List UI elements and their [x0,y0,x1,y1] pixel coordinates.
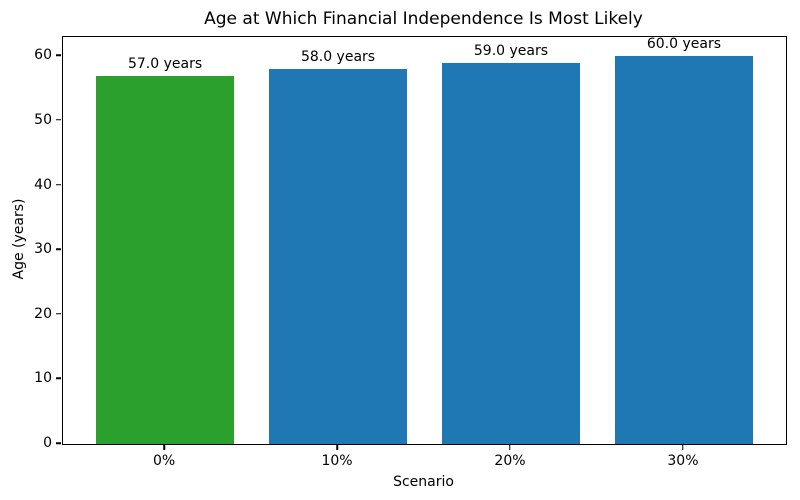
plot-area: 57.0 years 58.0 years 59.0 years 60.0 years [62,36,787,445]
y-tick [56,248,61,250]
bar-value-label: 60.0 years [646,36,722,53]
bar-20% [441,62,581,444]
bar-value-label: 57.0 years [127,55,203,72]
x-tick [682,445,684,450]
x-axis-label: Scenario [393,474,454,490]
x-tick-label: 20% [494,453,526,469]
x-tick-label: 30% [667,453,699,469]
y-axis-label: Age (years) [11,198,27,280]
bar-value-label: 58.0 years [300,49,376,66]
y-tick-label: 40 [34,176,52,193]
bar-value-label: 59.0 years [473,42,549,59]
chart-title: Age at Which Financial Independence Is M… [204,9,643,29]
bar-0% [95,75,235,444]
bar-10% [268,69,408,444]
y-tick [56,183,61,186]
y-tick [56,377,61,380]
y-tick-label: 20 [34,305,52,322]
y-tick-label: 50 [34,111,52,128]
x-tick-label: 10% [321,453,353,469]
y-tick [56,119,61,121]
y-tick-label: 60 [34,47,52,64]
y-tick [56,313,61,315]
y-tick-label: 10 [34,370,52,387]
x-tick [336,445,338,450]
x-tick [509,445,511,450]
y-tick-label: 0 [43,435,52,451]
y-tick [56,442,61,444]
x-tick [163,445,165,450]
x-tick-label: 0% [152,453,176,469]
y-tick-label: 30 [34,241,52,258]
bar-30% [614,56,754,444]
y-tick [56,54,61,57]
